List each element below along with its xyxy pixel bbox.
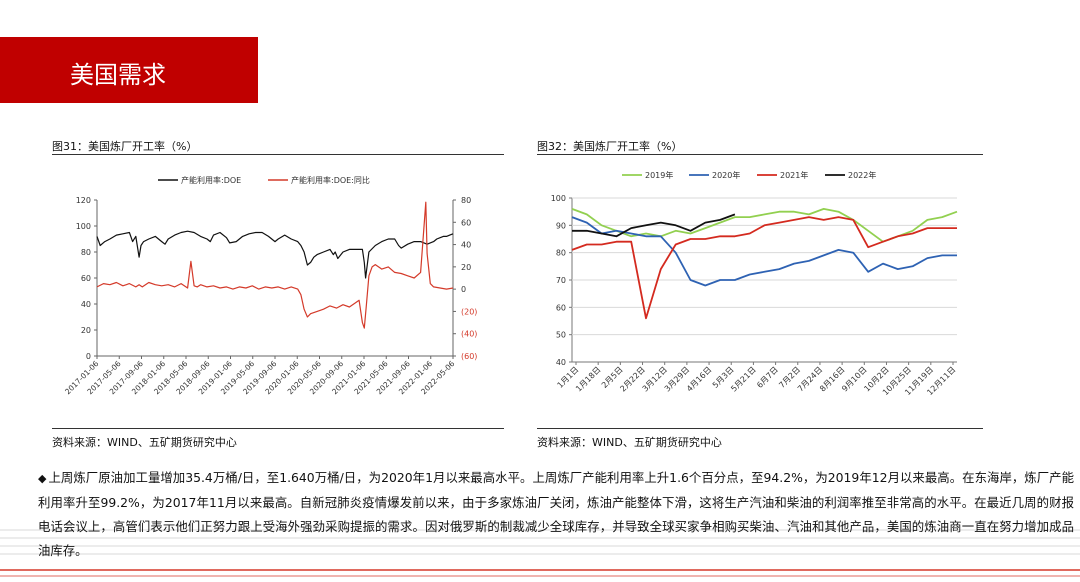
x-tick-label: 5月21日 — [729, 365, 757, 393]
left-tick-label: 120 — [76, 196, 91, 205]
y-tick-label: 100 — [551, 194, 566, 203]
right-tick-label: 0 — [461, 285, 466, 294]
series-line-2 — [571, 216, 957, 287]
left-tick-label: 60 — [81, 274, 91, 283]
chart-32: 4050607080901001月1日1月18日2月5日2月22日3月12日3月… — [551, 170, 958, 397]
section-banner: 美国需求 — [0, 37, 258, 103]
legend-label: 产能利用率:DOE:同比 — [291, 175, 370, 185]
chart-31: 020406080100120(60)(40)(20)0204060802017… — [63, 175, 477, 396]
left-tick-label: 100 — [76, 222, 91, 231]
footer-stripes — [0, 529, 1080, 577]
legend-label: 2019年 — [645, 170, 673, 180]
y-tick-label: 60 — [556, 303, 566, 312]
right-tick-label: 80 — [461, 196, 471, 205]
y-tick-label: 90 — [556, 221, 566, 230]
paragraph-text: 上周炼厂原油加工量增加35.4万桶/日，至1.640万桶/日，为2020年1月以… — [38, 470, 1074, 558]
series-line-2 — [96, 201, 454, 329]
series-line-4 — [572, 213, 736, 238]
page-title: 美国需求 — [70, 61, 166, 89]
legend-label: 2020年 — [712, 170, 740, 180]
series-line-3 — [571, 216, 957, 320]
right-tick-label: 20 — [461, 263, 471, 272]
figure-32-title: 图32：美国炼厂开工率（%） — [537, 140, 683, 153]
right-tick-label: 60 — [461, 218, 471, 227]
figure-32-bottom-rule — [537, 428, 983, 429]
left-tick-label: 80 — [81, 248, 91, 257]
left-tick-label: 20 — [81, 326, 91, 335]
legend-label: 产能利用率:DOE — [181, 175, 241, 185]
y-tick-label: 50 — [556, 331, 566, 340]
left-tick-label: 40 — [81, 300, 91, 309]
legend-label: 2021年 — [780, 170, 808, 180]
analysis-paragraph: ◆ 上周炼厂原油加工量增加35.4万桶/日，至1.640万桶/日，为2020年1月… — [38, 466, 1074, 563]
left-tick-label: 0 — [86, 352, 91, 361]
right-tick-label: 40 — [461, 241, 471, 250]
y-tick-label: 40 — [556, 358, 566, 367]
figure-31-source: 资料来源：WIND、五矿期货研究中心 — [52, 436, 237, 449]
figure-31-title: 图31：美国炼厂开工率（%） — [52, 140, 198, 153]
figure-31-bottom-rule — [52, 428, 504, 429]
right-tick-label: (20) — [461, 307, 477, 316]
figure-31-top-rule — [52, 154, 504, 155]
legend-label: 2022年 — [848, 170, 876, 180]
x-tick-label: 6月7日 — [755, 365, 780, 390]
series-line-1 — [96, 230, 454, 279]
figure-32-source: 资料来源：WIND、五矿期货研究中心 — [537, 436, 722, 449]
x-tick-label: 4月16日 — [685, 365, 713, 393]
bullet-icon: ◆ — [38, 472, 47, 485]
x-tick-label: 1月18日 — [574, 365, 602, 393]
figure-32-top-rule — [537, 154, 983, 155]
right-tick-label: (40) — [461, 330, 477, 339]
y-tick-label: 80 — [556, 249, 566, 258]
right-tick-label: (60) — [461, 352, 477, 361]
y-tick-label: 70 — [556, 276, 566, 285]
